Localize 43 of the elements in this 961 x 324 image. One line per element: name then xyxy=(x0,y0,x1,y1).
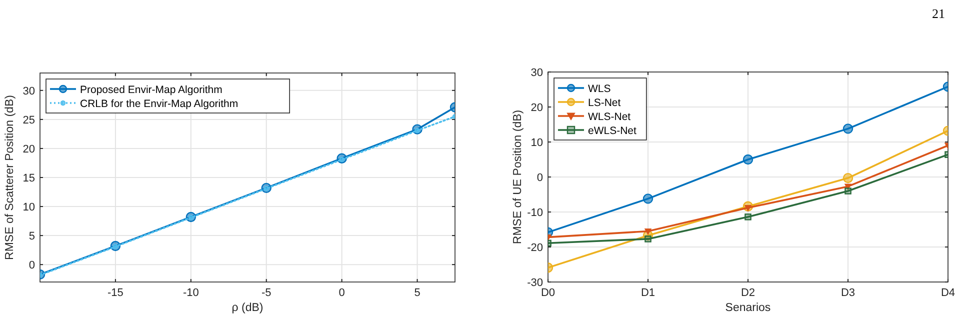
y-tick-label: 30 xyxy=(22,85,35,98)
y-tick-label: 25 xyxy=(22,114,35,126)
x-tick-label: -15 xyxy=(108,287,124,299)
y-tick-label: 20 xyxy=(530,102,543,114)
point xyxy=(642,194,654,204)
legend-label: CRLB for the Envir-Map Algorithm xyxy=(80,98,238,110)
point xyxy=(842,124,854,134)
x-tick-label: -5 xyxy=(261,287,272,299)
x-tick-label: D3 xyxy=(840,287,856,299)
y-tick-label: 0 xyxy=(28,260,35,272)
x-axis-title: ρ (dB) xyxy=(232,302,264,314)
y-tick-label: 10 xyxy=(530,137,543,149)
point xyxy=(644,228,652,235)
x-tick-label: 0 xyxy=(338,287,345,299)
legend-label: eWLS-Net xyxy=(588,125,637,137)
y-tick-label: 5 xyxy=(28,230,35,243)
x-tick-label: D4 xyxy=(940,287,956,299)
x-tick-label: D2 xyxy=(740,287,756,299)
y-tick-label: 0 xyxy=(536,172,543,184)
y-axis-title: RMSE of Scatterer Position (dB) xyxy=(4,94,16,260)
legend-label: LS-Net xyxy=(588,97,621,109)
x-tick-label: 5 xyxy=(414,287,420,299)
x-tick-label: -10 xyxy=(182,287,199,299)
x-tick-label: D1 xyxy=(640,287,656,299)
point xyxy=(844,184,852,190)
point xyxy=(744,214,752,220)
legend-label: WLS xyxy=(588,83,611,95)
y-tick-label: -30 xyxy=(527,277,543,289)
y-tick-label: 20 xyxy=(22,143,35,156)
y-tick-label: -10 xyxy=(527,207,543,219)
y-tick-label: 15 xyxy=(22,172,35,184)
text: 21 xyxy=(932,6,945,21)
y-tick-label: 30 xyxy=(530,67,543,79)
point xyxy=(844,188,852,194)
legend-label: WLS-Net xyxy=(588,111,631,123)
legend-label: Proposed Envir-Map Algorithm xyxy=(80,84,223,96)
x-tick-label: D0 xyxy=(540,287,556,299)
y-tick-label: -20 xyxy=(527,242,543,254)
y-tick-label: 10 xyxy=(22,202,35,214)
x-axis-title: Senarios xyxy=(725,302,771,314)
y-axis-title: RMSE of UE Position (dB) xyxy=(512,110,524,244)
point xyxy=(842,172,854,184)
point xyxy=(742,154,754,165)
